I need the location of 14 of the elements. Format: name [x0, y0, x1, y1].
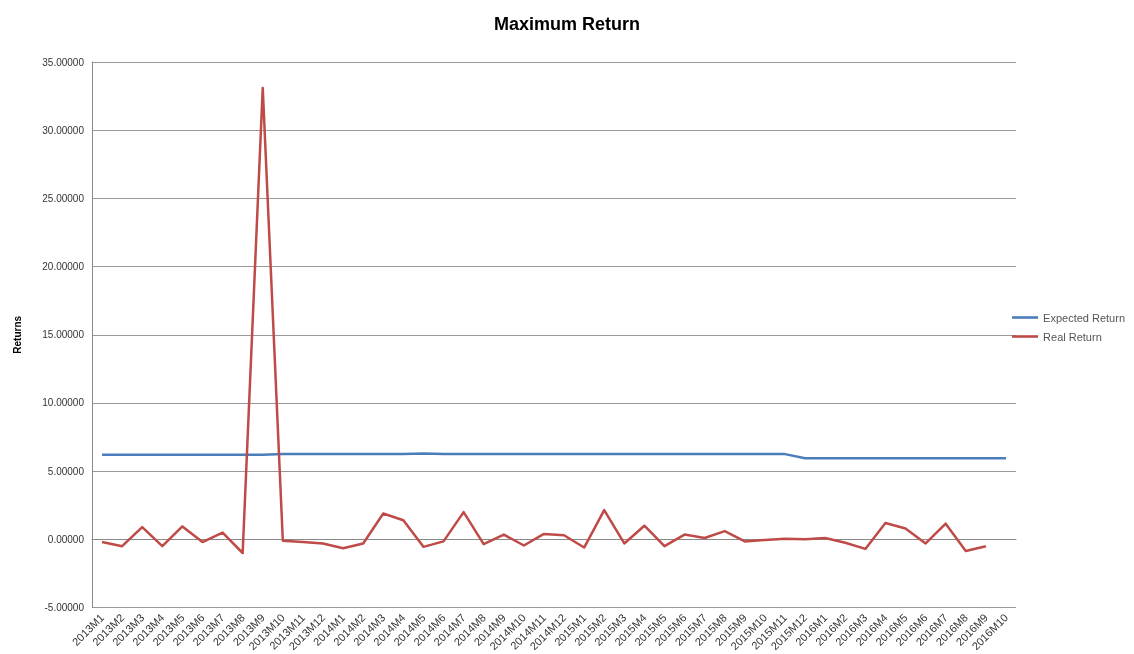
y-tick-label: 20.00000: [42, 261, 85, 273]
y-tick-label: 15.00000: [42, 329, 85, 341]
y-tick-label: 25.00000: [42, 192, 85, 204]
line-series: [100, 86, 988, 555]
y-tick-label: 35.00000: [42, 56, 85, 68]
legend-label: Expected Return: [1043, 311, 1125, 324]
y-tick-label: 5.00000: [47, 465, 85, 477]
y-tick-label: 10.00000: [42, 397, 85, 409]
legend-label: Real Return: [1043, 330, 1102, 343]
y-axis-title: Returns: [11, 315, 23, 354]
y-tick-label: 0.00000: [47, 533, 85, 545]
y-tick-label: -5.00000: [44, 602, 85, 614]
y-tick-label: 30.00000: [42, 124, 85, 136]
chart-title: Maximum Return: [493, 14, 641, 34]
